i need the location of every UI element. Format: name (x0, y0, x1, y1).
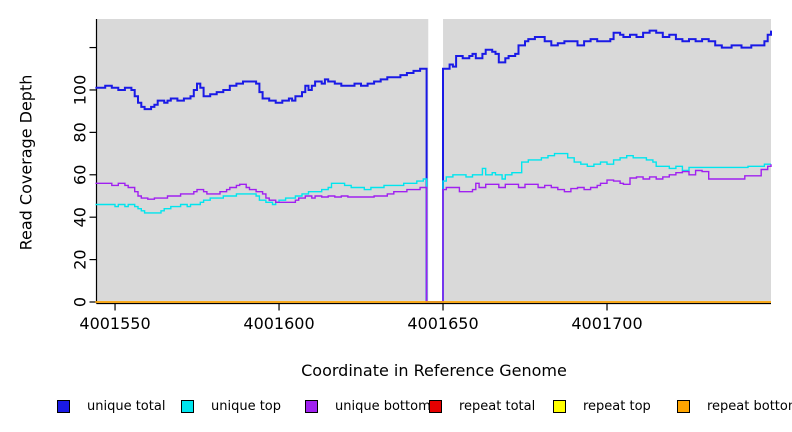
legend-item-repeat-total: repeat total (429, 397, 535, 415)
legend-swatch-repeat-total (429, 399, 442, 413)
legend-swatch-unique-top (181, 399, 194, 413)
legend-label: repeat bottom (707, 398, 792, 414)
legend-item-unique-top: unique top (181, 397, 281, 415)
legend-swatch-unique-total (57, 399, 70, 413)
x-tick-label: 4001700 (571, 314, 642, 333)
y-tick-label: 40 (71, 207, 90, 227)
legend-item-unique-bottom: unique bottom (305, 397, 431, 415)
y-tick-label: 60 (71, 165, 90, 185)
legend-swatch-repeat-top (553, 399, 566, 413)
legend-swatch-unique-bottom (305, 399, 318, 413)
x-tick-label: 4001550 (79, 314, 150, 333)
y-tick-label: 0 (71, 297, 90, 307)
legend: unique total unique top unique bottom repea… (0, 397, 792, 419)
series-unique-total (95, 29, 772, 303)
legend-label: unique bottom (335, 398, 431, 414)
series-unique-bottom (95, 164, 772, 303)
gap-band (428, 19, 444, 302)
y-tick-label: 20 (71, 249, 90, 269)
y-axis-title: Read Coverage Depth (16, 74, 36, 251)
legend-label: unique total (87, 398, 166, 414)
legend-item-repeat-bottom: repeat bottom (677, 397, 792, 415)
legend-label: repeat top (583, 398, 651, 414)
y-tick-label: 100 (71, 75, 90, 106)
series-unique-top (95, 152, 771, 303)
legend-item-unique-total: unique total (57, 397, 165, 415)
x-tick-label: 4001650 (407, 314, 478, 333)
legend-label: repeat total (459, 398, 536, 414)
x-tick-label: 4001600 (243, 314, 314, 333)
y-tick-label: 80 (71, 122, 90, 142)
coverage-plot: 0 20 40 60 80 100 4001550 4001600 4001650 4001700 (71, 19, 772, 333)
legend-swatch-repeat-bottom (677, 399, 690, 413)
x-axis-title: Coordinate in Reference Genome (301, 361, 567, 380)
legend-label: unique top (211, 398, 282, 414)
legend-item-repeat-top: repeat top (553, 397, 651, 415)
